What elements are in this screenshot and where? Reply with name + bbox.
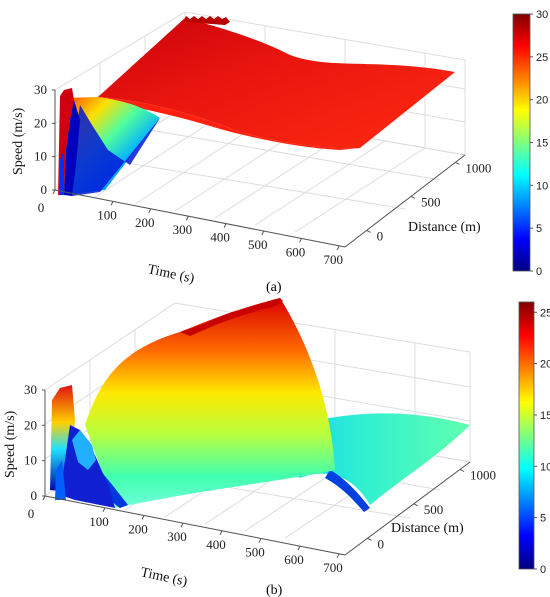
x-tick-mark <box>336 553 340 559</box>
panel-b-caption: (b) <box>266 583 283 597</box>
y-tick-label: 0 <box>377 228 384 243</box>
panel-b-axes <box>44 390 471 556</box>
y-tick-label: 1000 <box>465 160 491 175</box>
panel-b-xlabel: Time (s) <box>139 565 189 590</box>
panel-b-z-ticks: 0 10 20 30 <box>24 382 45 503</box>
x-tick-mark <box>42 495 46 501</box>
x-tick-label: 500 <box>248 237 268 252</box>
colorbar-tick-label: 30 <box>536 9 548 21</box>
colorbar-tick-label: 25 <box>536 52 548 64</box>
colorbar-tick-label: 15 <box>536 138 548 150</box>
x-tick-mark <box>258 538 262 543</box>
z-tick-label: 20 <box>24 417 37 432</box>
panel-a-y-ticks: 0 500 1000 <box>366 160 491 243</box>
z-tick-label: 30 <box>34 82 47 97</box>
x-tick-mark <box>299 238 302 243</box>
x-tick-mark <box>110 201 114 206</box>
x-tick-mark <box>297 545 301 551</box>
panel-a-zlabel: Speed (m/s) <box>11 107 26 175</box>
x-tick-label: 600 <box>284 552 304 567</box>
panel-a-axes <box>54 90 466 248</box>
x-tick-mark <box>261 230 265 236</box>
x-tick-label: 100 <box>97 207 117 222</box>
panel-b-surface <box>50 298 470 512</box>
panel-a-surface <box>58 16 455 196</box>
panel-a-caption: (a) <box>266 280 282 295</box>
panel-b-x-ticks: 0 100 200 300 400 500 600 700 <box>28 495 343 575</box>
colorbar-tick-label: 10 <box>536 180 548 192</box>
x-tick-label: 0 <box>28 506 35 521</box>
panel-a-colorbar <box>512 13 531 272</box>
panel-b-ylabel: Distance (m) <box>391 521 464 536</box>
y-tick-mark <box>410 195 416 199</box>
z-tick-label: 0 <box>41 182 48 197</box>
panel-a-colorbar-ticks: 0 5 10 15 20 25 30 <box>530 9 548 278</box>
colorbar-tick-label: 5 <box>540 513 546 525</box>
x-tick-label: 500 <box>245 544 265 559</box>
y-tick-mark <box>366 229 371 233</box>
panel-a-x-ticks: 0 100 200 300 400 500 600 700 <box>38 189 343 267</box>
y-tick-label: 0 <box>378 536 385 551</box>
y-tick-mark <box>367 537 372 541</box>
y-tick-label: 500 <box>421 194 441 209</box>
panel-a-xlabel: Time (s) <box>146 262 196 287</box>
x-tick-mark <box>52 189 56 195</box>
x-tick-mark <box>141 515 145 520</box>
x-tick-label: 200 <box>128 521 148 536</box>
y-tick-mark <box>459 468 465 472</box>
colorbar-tick-label: 20 <box>536 95 548 107</box>
x-tick-label: 400 <box>206 537 226 552</box>
x-tick-label: 400 <box>210 230 230 245</box>
x-tick-label: 700 <box>323 252 343 267</box>
x-tick-label: 300 <box>173 222 193 237</box>
panel-b-colorbar-ticks: 0 5 10 15 20 25 <box>534 307 550 576</box>
colorbar-tick-label: 25 <box>540 307 550 319</box>
colorbar-tick-label: 5 <box>536 223 542 235</box>
x-tick-mark <box>219 530 223 536</box>
z-tick-label: 20 <box>34 115 47 130</box>
panel-b-zlabel: Speed (m/s) <box>3 410 18 478</box>
x-tick-mark <box>336 245 340 251</box>
z-tick-label: 0 <box>31 488 38 503</box>
z-tick-label: 10 <box>24 453 37 468</box>
colorbar-tick-label: 15 <box>540 410 550 422</box>
z-tick-label: 10 <box>34 149 47 164</box>
x-tick-mark <box>180 522 184 528</box>
x-tick-mark <box>102 507 106 513</box>
x-tick-label: 0 <box>38 200 45 215</box>
panel-a-z-ticks: 0 10 20 30 <box>34 82 55 197</box>
colorbar-tick-label: 0 <box>540 564 546 576</box>
colorbar-tick-label: 0 <box>536 266 542 278</box>
x-tick-label: 700 <box>323 560 343 575</box>
panel-a-ylabel: Distance (m) <box>408 220 481 235</box>
z-tick-label: 30 <box>24 382 37 397</box>
x-tick-mark <box>223 223 227 228</box>
y-tick-mark <box>413 503 418 507</box>
y-tick-mark <box>455 161 460 165</box>
x-tick-label: 600 <box>286 244 306 259</box>
x-tick-mark <box>148 208 152 214</box>
x-tick-label: 300 <box>167 529 187 544</box>
x-tick-label: 100 <box>89 514 109 529</box>
x-tick-mark <box>185 215 189 221</box>
colorbar-tick-label: 10 <box>540 461 550 473</box>
colorbar-tick-label: 20 <box>540 359 550 371</box>
y-tick-label: 500 <box>424 502 444 517</box>
x-tick-label: 200 <box>135 215 155 230</box>
panel-b-colorbar <box>518 301 535 570</box>
y-tick-label: 1000 <box>470 467 496 482</box>
panel-b-y-ticks: 0 500 1000 <box>367 467 496 551</box>
